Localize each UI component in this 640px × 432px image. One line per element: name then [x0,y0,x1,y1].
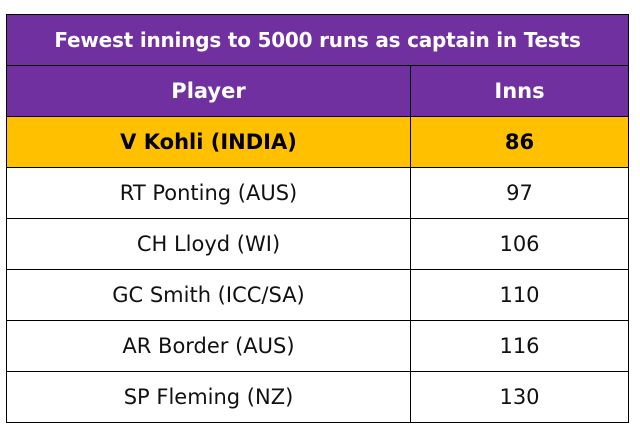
column-header-inns: Inns [409,65,630,117]
captaincy-table: Fewest innings to 5000 runs as captain i… [5,14,630,423]
player-cell: CH Lloyd (WI) [6,218,411,270]
player-cell: AR Border (AUS) [6,320,411,372]
inns-cell: 130 [409,371,630,423]
table-row: AR Border (AUS) 116 [6,320,630,372]
inns-cell: 110 [409,269,630,321]
table-row: CH Lloyd (WI) 106 [6,218,630,270]
player-cell: SP Fleming (NZ) [6,371,411,423]
title-row: Fewest innings to 5000 runs as captain i… [5,14,630,66]
column-header-player: Player [6,65,411,117]
table-row: GC Smith (ICC/SA) 110 [6,269,630,321]
inns-cell: 97 [409,167,630,219]
player-cell: GC Smith (ICC/SA) [6,269,411,321]
table-title: Fewest innings to 5000 runs as captain i… [5,14,630,66]
player-cell: RT Ponting (AUS) [6,167,411,219]
table-row: SP Fleming (NZ) 130 [6,371,630,423]
table-row: V Kohli (INDIA) 86 [6,116,630,168]
table-row: RT Ponting (AUS) 97 [6,167,630,219]
inns-cell: 106 [409,218,630,270]
inns-cell: 86 [409,116,630,168]
inns-cell: 116 [409,320,630,372]
player-cell: V Kohli (INDIA) [6,116,411,168]
header-row: Player Inns [6,65,630,117]
